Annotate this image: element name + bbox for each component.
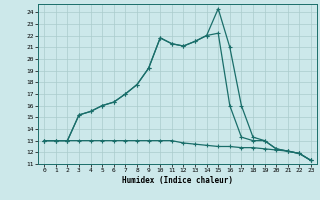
X-axis label: Humidex (Indice chaleur): Humidex (Indice chaleur) (122, 176, 233, 185)
